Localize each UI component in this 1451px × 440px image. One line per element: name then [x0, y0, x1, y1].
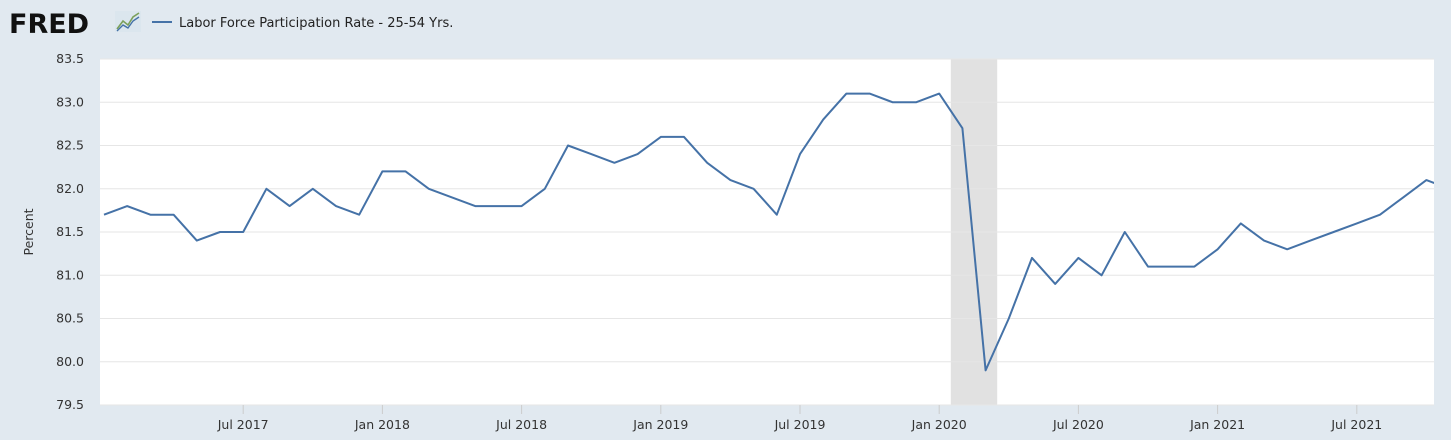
fred-logo-text: FRED: [9, 9, 89, 40]
y-tick-label: 81.5: [56, 224, 84, 239]
y-tick-label: 81.0: [56, 267, 84, 282]
legend: Labor Force Participation Rate - 25-54 Y…: [152, 16, 453, 31]
y-tick-label: 83.0: [56, 94, 84, 109]
y-tick-label: 82.5: [56, 138, 84, 153]
legend-label: Labor Force Participation Rate - 25-54 Y…: [179, 16, 453, 31]
fred-logo[interactable]: FRED: [9, 9, 141, 40]
x-tick-label: Jul 2019: [774, 417, 826, 432]
x-tick-label: Jan 2021: [1189, 417, 1245, 432]
x-axis: Jul 2017 Jan 2018 Jul 2018 Jan 2019 Jul 2019…: [217, 417, 1382, 432]
y-tick-label: 83.5: [56, 51, 84, 66]
x-tick-label: Jul 2020: [1052, 417, 1104, 432]
y-axis: 79.5 80.0 80.5 81.0 81.5 82.0 82.5 83.0 83.5: [56, 51, 84, 412]
chart-line-icon: [115, 11, 141, 32]
series-group: [103, 92, 1451, 372]
x-tick-label: Jul 2021: [1330, 417, 1382, 432]
x-tick-label: Jan 2018: [354, 417, 410, 432]
y-tick-label: 80.0: [56, 354, 84, 369]
y-tick-label: 79.5: [56, 397, 84, 412]
series-line-0[interactable]: [103, 92, 1451, 372]
gridlines: [100, 58, 1434, 406]
x-tick-label: Jul 2017: [217, 417, 269, 432]
x-tick-label: Jan 2020: [911, 417, 967, 432]
y-tick-label: 82.0: [56, 181, 84, 196]
x-tick-label: Jan 2019: [632, 417, 688, 432]
y-axis-title: Percent: [21, 208, 36, 255]
x-tick-marks: [242, 405, 1358, 414]
y-tick-label: 80.5: [56, 311, 84, 326]
x-tick-label: Jul 2018: [495, 417, 547, 432]
